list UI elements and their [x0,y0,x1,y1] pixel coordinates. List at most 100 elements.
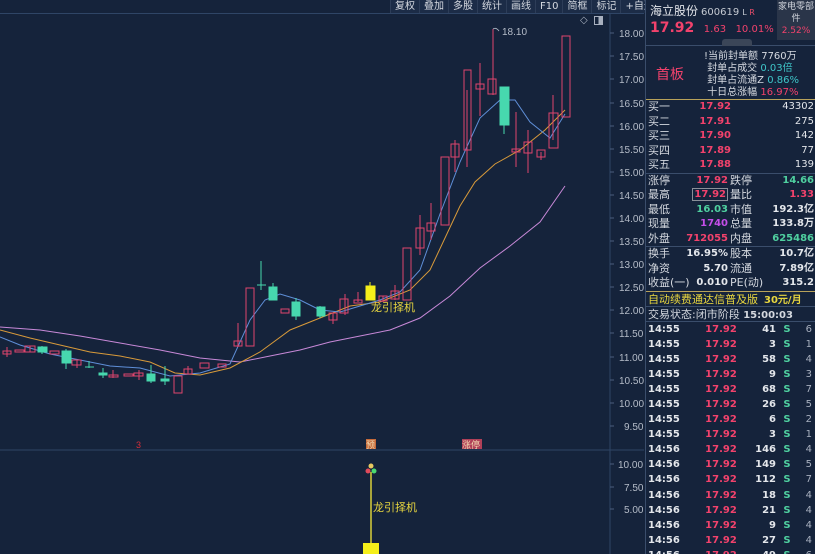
seal-value: 0.86% [767,75,800,86]
sector-name: 家电零部件 [777,2,814,24]
collapse-tab[interactable] [722,39,752,46]
tick-row: 14:55 17.92 9 S 3 [648,368,812,380]
tick-row: 14:56 17.92 18 S 4 [648,489,812,501]
seal-value: 16.97% [760,87,799,98]
price-tick: 13.50 [619,237,644,248]
tick-row: 14:55 17.92 26 S 5 [648,398,812,410]
quote-fundamentals: 换手 16.95% 股本 10.7亿 净资 5.70 流通 7.89亿 收益(一) 0.010… [646,247,815,292]
stock-code: 600619 [701,7,740,18]
marker-3[interactable]: 3 [136,440,141,450]
tick-row: 14:55 17.92 3 S 1 [648,338,812,350]
toolbar-restore-rights-button[interactable]: 复权 [390,0,419,13]
tick-row: 14:56 17.92 149 S 5 [648,459,812,471]
seal-value: 0.03倍 [760,63,793,74]
chart-toolbar: 复权 叠加 多股 统计 画线 F10 简框 标记 +自选 返回 [390,0,687,13]
toolbar-overlay-button[interactable]: 叠加 [419,0,448,13]
price-tick: 12.50 [619,283,644,294]
price-tick: 14.00 [619,214,644,225]
marker-pre[interactable]: 预 [366,440,375,450]
toolbar-multi-stock-button[interactable]: 多股 [448,0,477,13]
tick-row: 14:56 17.92 21 S 4 [648,504,812,516]
price-tick: 15.00 [619,168,644,179]
subscription-ad-link[interactable]: 自动续费通达信普及版 30元/月 [646,292,815,307]
price-tick: 15.50 [619,145,644,156]
toolbar-f10-button[interactable]: F10 [535,0,563,13]
indicator-label: 龙引择机 [373,500,417,514]
first-board-badge: 首板 [656,67,684,83]
price-tick: 11.50 [619,329,644,340]
toolbar-mark-button[interactable]: 标记 [591,0,621,13]
stat-row: 净资 5.70 流通 7.89亿 [648,261,814,275]
price-tick: 10.00 [619,399,644,410]
seal-label: 封单占流通Z [707,75,765,86]
indicator-signal: 龙引择机 [363,463,417,554]
price-tick: 18.00 [619,29,644,40]
quote-stats: 涨停 17.92 跌停 14.66 最高 17.92 量比 1.33 最低 16.03 市值 19… [646,173,815,247]
trade-status: 交易状态:闭市阶段 15:00:03 [646,307,815,322]
high-annotation: 18.10 [492,27,527,38]
stat-row: 外盘 712055 内盘 625486 [648,231,814,245]
price-tick: 16.50 [619,99,644,110]
price-tick: 11.00 [619,353,644,364]
panel-toggle-icon[interactable] [593,16,603,25]
indicator-axis: 10.00 7.50 5.00 [618,460,644,516]
tick-row: 14:55 17.92 3 S 1 [648,429,812,441]
tick-row: 14:55 17.92 6 S 2 [648,414,812,426]
toolbar-statistics-button[interactable]: 统计 [477,0,506,13]
stat-row: 涨停 17.92 跌停 14.66 [648,173,814,187]
order-book-row[interactable]: 买三 17.90 142 [648,129,814,142]
ma-long-line [0,185,566,363]
price-tick: 12.00 [619,306,644,317]
price-change-pct: 10.01% [735,24,774,35]
order-book-row[interactable]: 买四 17.89 77 [648,143,814,157]
tick-row: 14:55 17.92 58 S 4 [648,353,812,365]
high-price-label: 18.10 [502,27,527,38]
sector-badge[interactable]: 家电零部件 2.52% [777,0,815,40]
tick-row: 14:56 17.92 146 S 4 [648,444,812,456]
tick-row: 14:55 17.92 68 S 7 [648,383,812,395]
stat-row: 换手 16.95% 股本 10.7亿 [648,247,814,260]
tick-row: 14:56 17.92 27 S 4 [648,534,812,546]
price-tick: 16.00 [619,122,644,133]
price-tick: 13.00 [619,260,644,271]
quote-panel: 海立股份 600619 L R 17.92 1.63 10.01% 家电零部件 2.… [645,0,815,554]
toolbar-simple-frame-button[interactable]: 简框 [562,0,592,13]
tick-row: 14:55 17.92 41 S 6 [648,323,812,335]
seal-label: 十日总涨幅 [707,87,758,98]
tick-list[interactable]: 14:55 17.92 41 S 6 14:55 17.92 3 S 1 14:55 17.92 5… [646,322,815,554]
order-book-row[interactable]: 买二 17.91 275 [648,114,814,128]
diamond-icon[interactable]: ◇ [580,15,588,26]
seal-value: 7760万 [761,51,797,62]
toolbar-draw-line-button[interactable]: 画线 [506,0,535,13]
signal-label: 龙引择机 [371,300,415,314]
price-change: 1.63 [703,24,727,35]
seal-board-info: 首板 !当前封单额 7760万 封单占成交 0.03倍 封单占流通Z 0.86%… [646,46,815,100]
seal-label: 封单占成交 [707,63,758,74]
sector-pct: 2.52% [781,26,811,36]
toolbar-divider [0,13,644,14]
ma-mid-line [0,109,566,376]
current-price: 17.92 [650,20,695,36]
stock-flags: L R [742,8,755,17]
indicator-tick: 10.00 [618,460,643,471]
chart-corner-icons: ◇ [580,15,603,26]
order-book-row[interactable]: 买五 17.88 139 [648,158,814,171]
stock-name: 海立股份 [650,4,699,18]
candlestick-chart[interactable]: 18.00 17.50 17.00 16.50 16.00 15.50 15.0… [0,14,644,554]
stat-row: 收益(一) 0.010 PE(动) 315.2 [648,276,814,289]
price-tick: 17.00 [619,75,644,86]
stat-row: 最高 17.92 量比 1.33 [648,188,814,201]
stat-row: 最低 16.03 市值 192.3亿 [648,202,814,216]
order-book-row[interactable]: 买一 17.92 43302 [648,100,814,113]
price-tick: 17.50 [619,52,644,63]
price-tick: 9.50 [624,422,644,433]
marker-limit-up[interactable]: 涨停 [462,439,480,450]
candles [2,29,571,394]
tick-row: 14:56 17.92 9 S 4 [648,519,812,531]
indicator-tick: 7.50 [624,483,644,494]
seal-label: !当前封单额 [704,51,759,62]
quote-header: 海立股份 600619 L R 17.92 1.63 10.01% 家电零部件 2.… [646,0,815,46]
price-tick: 10.50 [619,376,644,387]
